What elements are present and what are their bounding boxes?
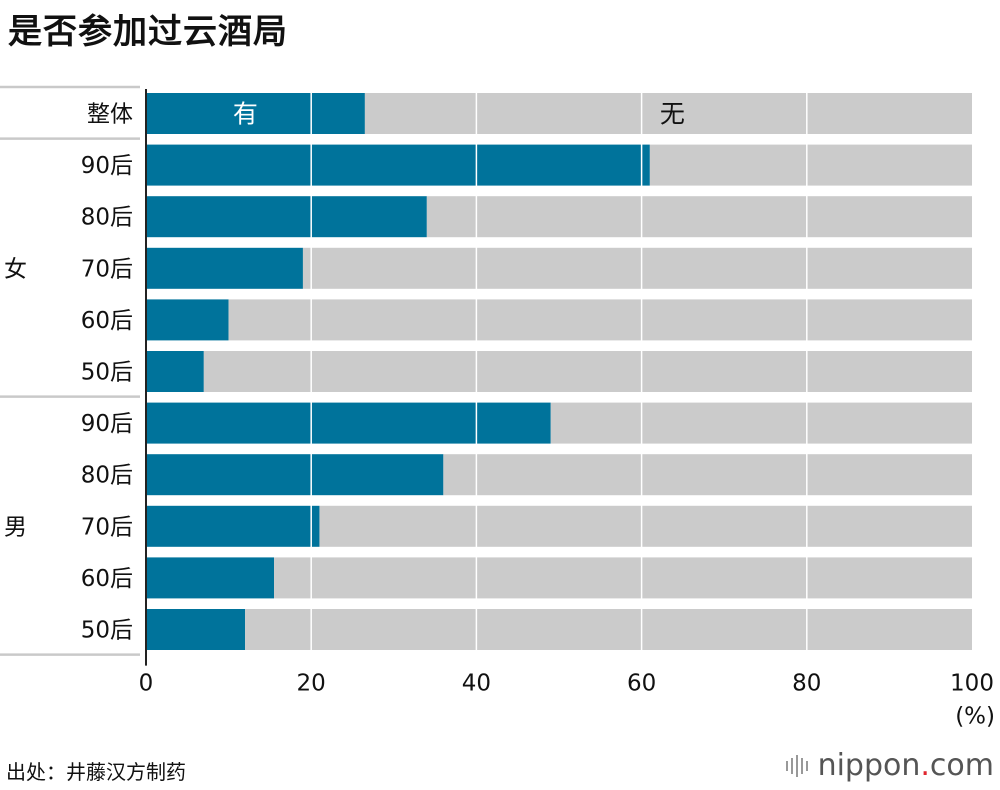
x-tick-label-100: 100 <box>950 671 994 697</box>
x-axis: 0 20 40 60 80 100 (%) <box>139 89 995 730</box>
bar-yes-7 <box>146 454 444 496</box>
bar-no-3 <box>302 247 972 289</box>
logo-name: nippon <box>817 748 921 783</box>
legend-yes: 有 <box>233 100 258 129</box>
logo-dot: . <box>920 748 930 783</box>
bar-no-9 <box>274 557 972 599</box>
category-label-6: 90后 <box>81 411 133 437</box>
chart-title: 是否参加过云酒局 <box>8 12 288 52</box>
category-label-8: 70后 <box>81 514 133 540</box>
category-label-2: 80后 <box>81 205 133 231</box>
bar-yes-10 <box>146 609 246 650</box>
x-tick-label-60: 60 <box>627 671 656 697</box>
category-label-0: 整体 <box>87 102 133 128</box>
bar-no-5 <box>203 351 972 392</box>
group-label-2: 男 <box>4 514 27 540</box>
bar-yes-6 <box>146 402 551 444</box>
category-label-1: 90后 <box>81 153 133 179</box>
x-axis-unit: (%) <box>955 704 995 730</box>
nippon-logo[interactable]: nippon.com <box>784 748 994 783</box>
bar-no-8 <box>319 505 973 547</box>
bar-yes-1 <box>146 144 650 186</box>
bar-no-2 <box>426 196 973 238</box>
legend-no: 无 <box>660 100 685 129</box>
bar-no-4 <box>228 299 973 341</box>
bar-no-10 <box>245 609 972 650</box>
bar-no-6 <box>550 402 972 444</box>
category-label-7: 80后 <box>81 463 133 489</box>
bar-yes-9 <box>146 557 275 599</box>
bar-no-7 <box>443 454 972 496</box>
group-label-1: 女 <box>4 256 27 282</box>
x-tick-label-0: 0 <box>139 671 154 697</box>
logo-tld: com <box>929 748 994 783</box>
bar-yes-4 <box>146 299 229 341</box>
x-tick-label-40: 40 <box>462 671 491 697</box>
category-label-10: 50后 <box>81 618 133 644</box>
x-tick-label-80: 80 <box>792 671 821 697</box>
bar-no-1 <box>649 144 972 186</box>
bar-yes-8 <box>146 505 320 547</box>
bar-yes-0 <box>146 93 365 134</box>
source-note: 出处：井藤汉方制药 <box>6 760 186 784</box>
bar-no-0 <box>364 93 972 134</box>
nippon-logo-icon <box>785 754 808 777</box>
category-label-3: 70后 <box>81 256 133 282</box>
category-label-5: 50后 <box>81 360 133 386</box>
inline-legend: 有无 <box>233 100 685 129</box>
x-tick-label-20: 20 <box>297 671 326 697</box>
bar-yes-2 <box>146 196 427 238</box>
group-dividers <box>0 85 140 656</box>
category-label-9: 60后 <box>81 566 133 592</box>
bar-yes-3 <box>146 247 303 289</box>
gridlines <box>310 89 808 661</box>
bar-yes-5 <box>146 351 204 392</box>
category-label-4: 60后 <box>81 308 133 334</box>
bars-area <box>146 93 973 650</box>
category-labels: 整体 90后 80后 70后 60后 50后 90后 80后 70后 60后 50后 女男 <box>4 102 133 644</box>
